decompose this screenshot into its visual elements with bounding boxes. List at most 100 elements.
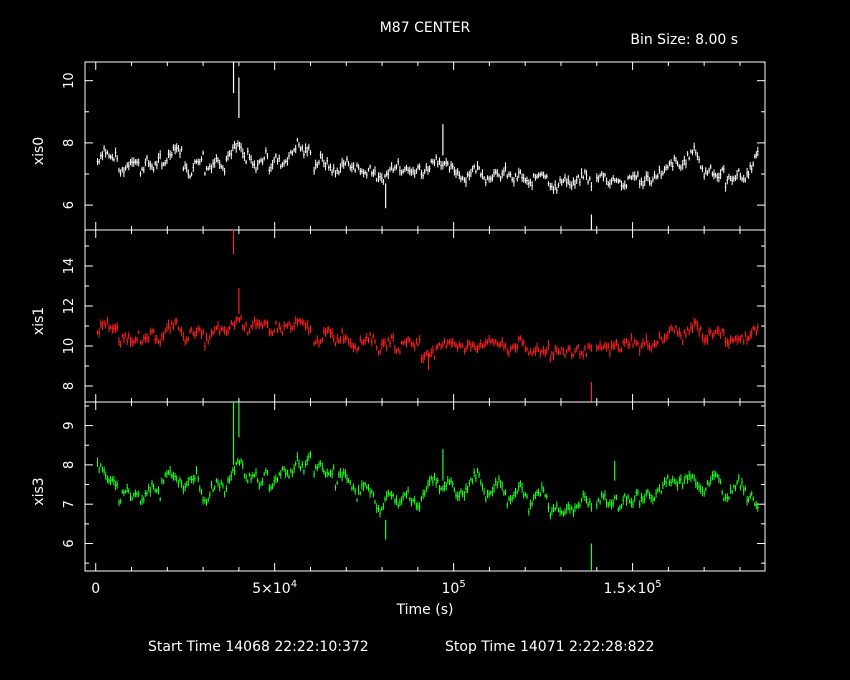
panel-frame-xis3: [84, 401, 766, 572]
data-segment-xis1: [724, 331, 747, 349]
data-segment-xis0: [268, 152, 290, 175]
x-tick-label: 105: [442, 579, 466, 597]
data-segment-xis3: [703, 470, 725, 502]
y-tick-label-xis1: 12: [62, 298, 77, 315]
data-segment-xis3: [356, 480, 378, 513]
data-segment-xis0: [570, 168, 593, 192]
x-tick-label-exponent: 4: [291, 579, 297, 590]
x-tick-label: 5×104: [252, 579, 297, 597]
data-segment-xis0: [334, 156, 356, 178]
data-segment-xis3: [225, 457, 247, 492]
data-segment-xis3: [681, 470, 704, 497]
data-segment-xis1: [313, 325, 335, 348]
y-axis-label-xis1: xis1: [31, 307, 47, 335]
data-segment-xis3: [118, 483, 140, 507]
y-tick-label-xis1: 14: [62, 258, 77, 275]
data-segment-xis3: [570, 490, 593, 518]
data-segment-xis3: [377, 489, 399, 518]
data-segment-xis0: [442, 157, 464, 183]
data-segment-xis0: [549, 173, 571, 194]
data-segment-xis1: [528, 340, 550, 358]
data-segment-xis3: [463, 467, 485, 501]
data-segment-xis0: [290, 137, 312, 159]
data-segment-xis1: [334, 327, 356, 353]
data-segment-xis1: [463, 339, 485, 355]
data-segment-xis0: [485, 162, 507, 187]
data-segment-xis0: [746, 146, 759, 179]
data-segment-xis0: [660, 154, 682, 179]
data-segment-xis1: [377, 332, 399, 356]
data-segment-xis0: [463, 161, 485, 187]
data-segment-xis1: [420, 342, 442, 364]
data-segment-xis1: [596, 339, 618, 358]
bin-size-label: Bin Size: 8.00 s: [630, 32, 738, 48]
data-segment-xis0: [225, 140, 247, 165]
data-segment-xis3: [313, 460, 335, 479]
data-segment-xis0: [681, 142, 704, 173]
data-segment-xis1: [268, 320, 290, 337]
data-segment-xis1: [182, 325, 204, 346]
data-segment-xis0: [356, 162, 378, 182]
data-segment-xis3: [399, 486, 421, 512]
data-segment-xis3: [506, 480, 528, 509]
panel-frame-xis1: [84, 229, 766, 403]
data-segment-xis1: [617, 332, 639, 353]
data-segment-xis1: [570, 342, 593, 360]
data-segment-xis3: [746, 491, 759, 512]
data-segment-xis1: [161, 317, 183, 342]
data-segment-xis1: [204, 321, 226, 351]
data-segment-xis0: [528, 171, 550, 190]
data-segment-xis1: [638, 331, 661, 356]
data-segment-xis3: [617, 489, 639, 512]
data-segment-xis3: [204, 478, 226, 506]
y-tick-label-xis3: 8: [62, 461, 77, 469]
data-segment-xis3: [268, 466, 290, 493]
data-segment-xis3: [290, 451, 312, 478]
data-segment-xis0: [703, 164, 725, 183]
data-segment-xis1: [225, 314, 247, 337]
x-axis-label: Time (s): [396, 602, 454, 618]
y-tick-label-xis0: 10: [62, 72, 77, 89]
x-tick-label-exponent: 5: [459, 579, 465, 590]
data-segment-xis3: [596, 490, 618, 510]
data-segment-xis0: [96, 145, 118, 166]
data-segment-xis1: [96, 316, 118, 338]
data-segment-xis0: [724, 168, 747, 192]
y-tick-label-xis1: 10: [62, 338, 77, 355]
data-segment-xis1: [399, 335, 421, 355]
data-segment-xis3: [182, 466, 204, 505]
data-segment-xis3: [161, 465, 183, 489]
data-segment-xis3: [660, 474, 682, 495]
data-segment-xis0: [118, 157, 140, 178]
chart-title: M87 CENTER: [380, 20, 471, 36]
data-segment-xis0: [377, 158, 399, 185]
x-tick-label-exponent: 5: [655, 579, 661, 590]
data-segment-xis3: [442, 476, 464, 502]
data-segment-xis3: [247, 467, 269, 490]
data-segment-xis3: [420, 472, 442, 502]
y-tick-label-xis3: 6: [62, 539, 77, 547]
panel-frame-xis0: [84, 61, 766, 231]
panels-group: 6 8 10 xis0 8 10 12 14 xis1 6 7 8 9 xis3 0 5×104 105 1.5×…: [31, 61, 766, 597]
y-axis-label-xis3: xis3: [31, 477, 47, 505]
data-segment-xis3: [638, 484, 661, 509]
data-segment-xis0: [420, 154, 442, 180]
y-axis-label-xis0: xis0: [31, 137, 47, 165]
data-segment-xis1: [703, 326, 725, 346]
y-tick-label-xis0: 8: [62, 139, 77, 147]
data-segment-xis0: [617, 170, 639, 191]
data-segment-xis1: [506, 335, 528, 358]
data-segment-xis0: [313, 151, 335, 176]
data-segment-xis0: [139, 150, 161, 177]
data-segment-xis3: [96, 457, 118, 491]
data-segment-xis3: [334, 468, 356, 495]
y-tick-label-xis1: 8: [62, 382, 77, 390]
data-segment-xis1: [139, 327, 161, 348]
data-segment-xis0: [596, 171, 618, 189]
y-tick-label-xis3: 9: [62, 421, 77, 429]
x-tick-label: 1.5×105: [603, 579, 661, 597]
data-segment-xis0: [161, 143, 183, 170]
data-segment-xis0: [506, 167, 528, 187]
y-tick-label-xis0: 6: [62, 201, 77, 209]
